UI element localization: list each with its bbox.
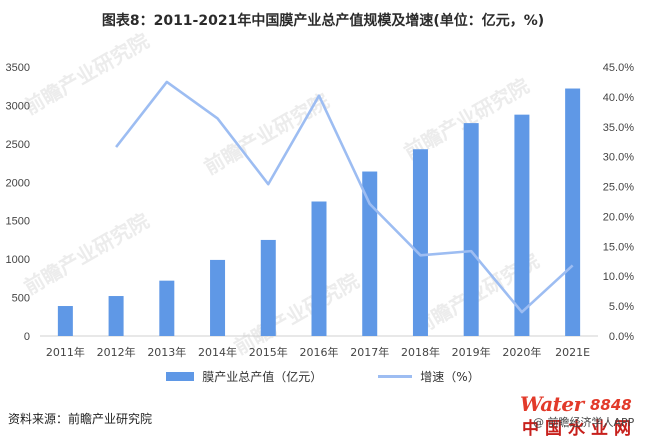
watermark-text: 前瞻产业研究院: [200, 89, 333, 180]
x-tick-label: 2017年: [350, 345, 389, 359]
y-left-tick-label: 500: [12, 293, 30, 305]
bar-8: [412, 149, 428, 336]
watermark-text: 前瞻产业研究院: [20, 209, 153, 300]
x-tick-label: 2018年: [401, 345, 440, 359]
bar-9: [463, 123, 479, 336]
brand-chinese-name: 中国水业网: [522, 419, 637, 439]
bar-5: [260, 239, 276, 336]
y-right-tick-label: 10.0%: [603, 271, 634, 283]
bar-1: [57, 306, 73, 336]
y-right-tick-label: 45.0%: [603, 62, 634, 74]
chart-title: 图表8：2011-2021年中国膜产业总产值规模及增速(单位：亿元，%): [101, 13, 545, 29]
brand-part-number: 8848: [590, 396, 632, 414]
x-tick-label: 2011年: [46, 345, 85, 359]
bar-11: [565, 88, 581, 337]
y-left-tick-label: 2500: [6, 139, 30, 151]
y-right-tick-label: 40.0%: [603, 92, 634, 104]
y-left-tick-label: 0: [24, 331, 30, 343]
legend: 膜产业总产值（亿元） 增速（%）: [0, 368, 646, 385]
x-tick-label: 2020年: [502, 345, 541, 359]
brand-part-water: Water: [520, 392, 584, 416]
x-tick-label: 2015年: [249, 345, 288, 359]
growth-line: [115, 80, 574, 314]
y-right-tick-label: 5.0%: [609, 301, 634, 313]
x-tick-label: 2016年: [300, 345, 339, 359]
bar-7: [362, 171, 378, 336]
y-right-tick-label: 30.0%: [603, 152, 634, 164]
y-left-tick-label: 1000: [6, 254, 30, 266]
bar-series: [57, 88, 581, 337]
y-left-tick-label: 2000: [6, 177, 30, 189]
tick-labels: 0 500 1000 1500 2000 2500 3000 3500 0.0% 5.0% 10.0…: [6, 62, 635, 359]
y-left-tick-label: 3500: [6, 62, 30, 74]
brand-watermark: Water 8848 中国水业网: [520, 392, 640, 439]
y-right-tick-label: 0.0%: [609, 331, 634, 343]
legend-item-value: 膜产业总产值（亿元）: [166, 368, 322, 385]
legend-line-swatch: [378, 375, 413, 378]
x-tick-label: 2014年: [198, 345, 237, 359]
x-tick-label: 2013年: [147, 345, 186, 359]
growth-line-series: [115, 80, 574, 314]
x-tick-label: 2021E: [555, 346, 590, 359]
x-tick-label: 2012年: [97, 345, 136, 359]
legend-label-value: 膜产业总产值（亿元）: [202, 370, 323, 384]
bar-3: [159, 280, 175, 336]
x-tick-label: 2019年: [452, 345, 491, 359]
y-right-tick-label: 20.0%: [603, 211, 634, 223]
y-right-tick-label: 35.0%: [603, 122, 634, 134]
y-left-tick-label: 3000: [6, 100, 30, 112]
y-right-tick-label: 15.0%: [603, 241, 634, 253]
bar-6: [311, 201, 327, 336]
watermark-text: 前瞻产业研究院: [20, 29, 153, 120]
bar-2: [108, 296, 124, 336]
bar-10: [514, 114, 530, 336]
legend-item-growth: 增速（%）: [378, 368, 480, 385]
y-left-tick-label: 1500: [6, 216, 30, 228]
y-right-tick-label: 25.0%: [603, 182, 634, 194]
legend-label-growth: 增速（%）: [420, 370, 480, 384]
bar-4: [210, 259, 226, 336]
legend-bar-swatch: [166, 372, 195, 381]
source-note: 资料来源：前瞻产业研究院: [8, 412, 153, 426]
app-watermark: @ 前瞻经济学人APP: [533, 416, 635, 429]
